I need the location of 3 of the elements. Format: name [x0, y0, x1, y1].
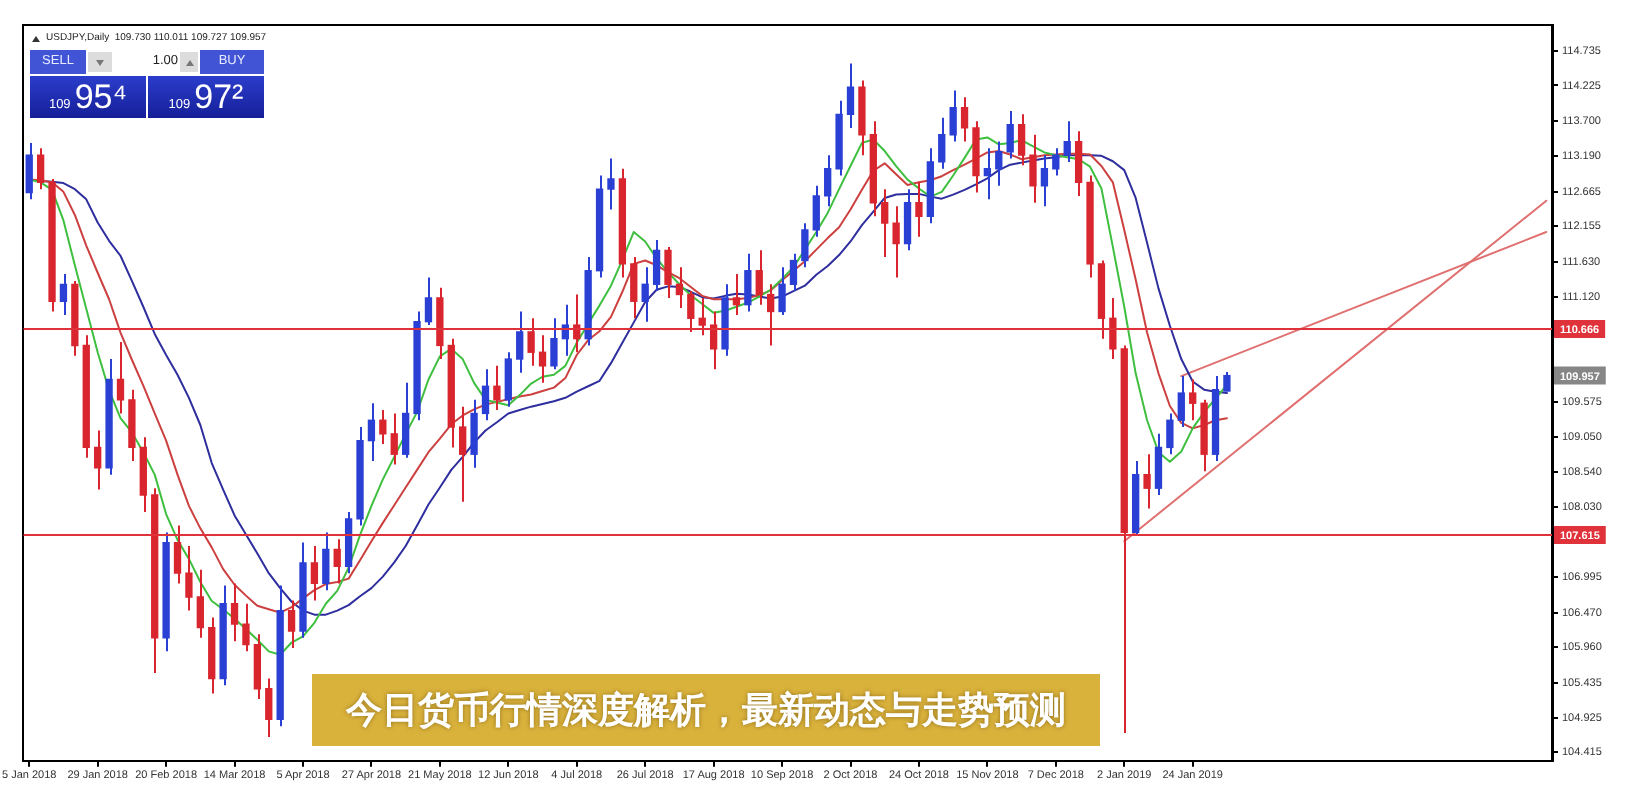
banner: 今日货币行情深度解析，最新动态与走势预测	[312, 674, 1100, 746]
annotation: 97²	[194, 78, 244, 116]
annotation: 95⁴	[74, 78, 128, 116]
